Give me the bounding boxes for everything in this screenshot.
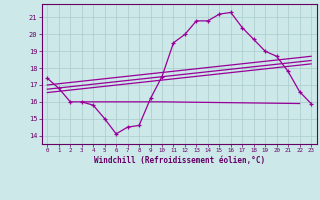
X-axis label: Windchill (Refroidissement éolien,°C): Windchill (Refroidissement éolien,°C) xyxy=(94,156,265,165)
